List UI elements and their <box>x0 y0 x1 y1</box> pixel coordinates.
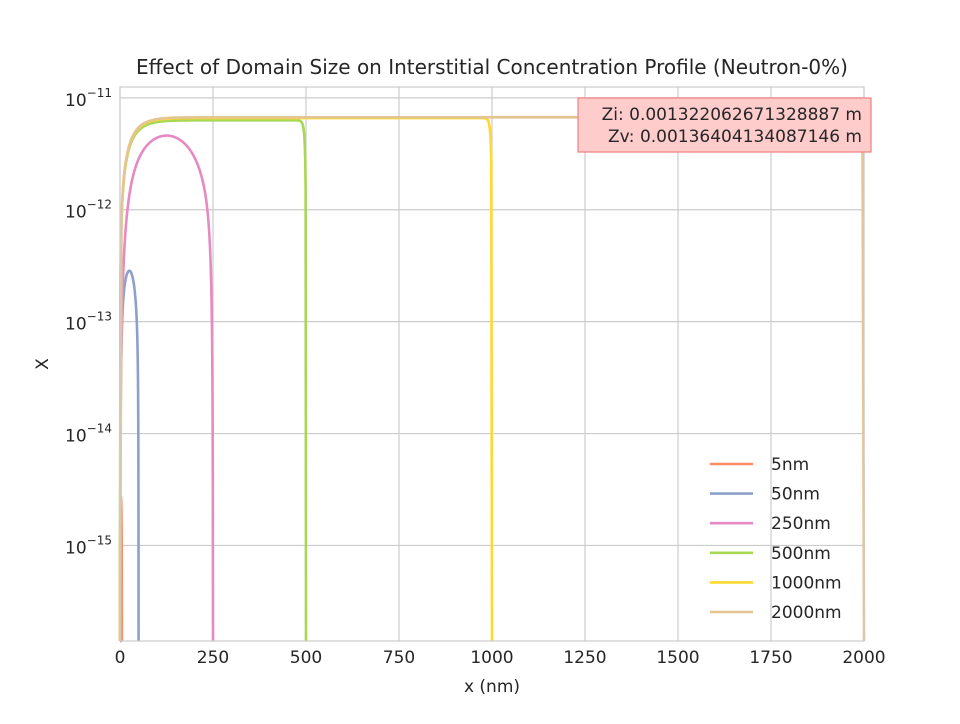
annotation-background <box>577 97 872 153</box>
y-tick-base: 10 <box>65 538 87 558</box>
y-tick-exponent: −11 <box>87 86 112 100</box>
annotation-box: Zi: 0.001322062671328887 m Zv: 0.0013640… <box>577 97 872 153</box>
x-tick-label: 0 <box>115 648 126 668</box>
series-line-250nm <box>118 134 215 642</box>
y-tick-base: 10 <box>65 91 87 111</box>
annotation-line-zi: Zi: 0.001322062671328887 m <box>602 105 862 125</box>
x-tick-label: 500 <box>290 648 322 668</box>
y-tick-label: 10−11 <box>65 86 112 111</box>
legend-label: 50nm <box>771 485 820 505</box>
legend-label: 1000nm <box>771 573 842 593</box>
y-tick-label: 10−13 <box>65 310 112 335</box>
x-tick-label: 1250 <box>563 648 606 668</box>
legend-label: 500nm <box>771 544 831 564</box>
y-tick-exponent: −12 <box>87 198 112 212</box>
y-axis-label: X <box>33 358 53 370</box>
y-tick-base: 10 <box>65 315 87 335</box>
annotation-line-zv: Zv: 0.0013640413408714​6 m <box>608 127 862 147</box>
y-tick-label: 10−12 <box>65 198 112 223</box>
chart-title: Effect of Domain Size on Interstitial Co… <box>136 55 848 79</box>
legend-label: 5nm <box>771 455 809 475</box>
legend-label: 2000nm <box>771 603 842 623</box>
x-tick-label: 1500 <box>656 648 699 668</box>
y-tick-exponent: −15 <box>87 533 112 547</box>
y-tick-exponent: −13 <box>87 310 112 324</box>
x-tick-label: 750 <box>383 648 415 668</box>
y-tick-label: 10−15 <box>65 533 112 558</box>
x-tick-label: 1750 <box>749 648 792 668</box>
y-tick-base: 10 <box>65 203 87 223</box>
x-tick-label: 2000 <box>842 648 885 668</box>
series-line-500nm <box>118 119 308 642</box>
tick-layer: 0 250 500 750 1000 1250 1500 1750 200010−1110−12… <box>65 86 886 668</box>
plot-frame <box>119 86 865 642</box>
x-axis-label: x (nm) <box>464 677 520 697</box>
legend: 5nm 50nm 250nm 500nm 1000nm 2000nm <box>710 455 842 623</box>
legend-label: 250nm <box>771 514 831 534</box>
x-tick-label: 250 <box>197 648 229 668</box>
y-tick-base: 10 <box>65 427 87 447</box>
x-tick-label: 1000 <box>470 648 513 668</box>
y-tick-exponent: −14 <box>87 422 112 436</box>
y-tick-label: 10−14 <box>65 422 112 447</box>
